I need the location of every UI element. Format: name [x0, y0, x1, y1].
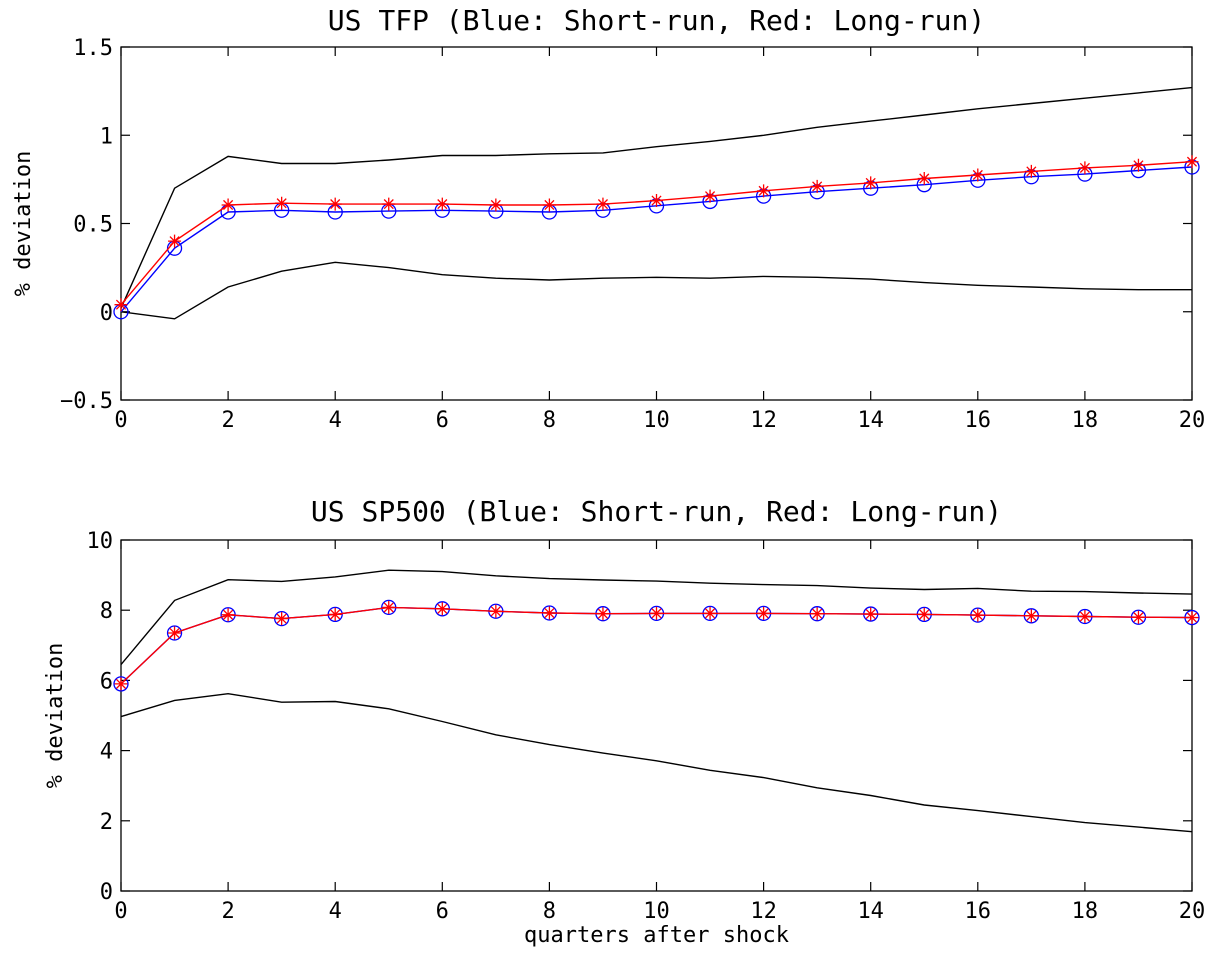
- sp500-panel: 0 2 4 6 8 10 12 14 16 18 20 0 2 4 6 8 10 US SP500 (Blue: …: [43, 495, 1205, 948]
- long-run-point: [971, 168, 985, 182]
- short-run-line: [120, 166, 1193, 313]
- x-tick-label: 16: [965, 408, 992, 433]
- long-run-point: [703, 606, 717, 620]
- x-tick-label: 20: [1179, 408, 1206, 433]
- long-run-point: [757, 606, 771, 620]
- lower-band-line: [120, 692, 1193, 833]
- x-tick-label: 6: [436, 899, 449, 924]
- long-run-point: [596, 607, 610, 621]
- long-run-point: [971, 608, 985, 622]
- y-tick-label: 8: [100, 599, 113, 624]
- long-run-point: [168, 626, 182, 640]
- x-tick-label: 0: [114, 899, 127, 924]
- long-run-point: [1024, 609, 1038, 623]
- x-tick-label: 0: [114, 408, 127, 433]
- y-axis-label: % deviation: [11, 151, 36, 297]
- y-axis-label: % deviation: [43, 643, 68, 789]
- long-run-point: [810, 179, 824, 193]
- x-tick-label: 4: [329, 899, 342, 924]
- y-tick-label: 1: [100, 124, 113, 149]
- x-axis-label: quarters after shock: [524, 923, 789, 948]
- x-tick-label: 2: [221, 899, 234, 924]
- y-tick-label: −0.5: [60, 389, 113, 414]
- x-tick-label: 8: [543, 408, 556, 433]
- long-run-point: [382, 197, 396, 211]
- long-run-point: [435, 602, 449, 616]
- long-run-point: [1131, 158, 1145, 172]
- plot-frame: [120, 539, 1193, 892]
- long-run-point: [757, 184, 771, 198]
- x-tick-label: 16: [965, 899, 992, 924]
- y-tick-label: 4: [100, 740, 113, 765]
- x-tick-label: 4: [329, 408, 342, 433]
- long-run-point: [382, 600, 396, 614]
- y-tick-label: 1.5: [73, 36, 113, 61]
- x-tick-label: 14: [857, 408, 884, 433]
- chart-title: US SP500 (Blue: Short-run, Red: Long-run…: [311, 495, 1002, 528]
- long-run-point: [275, 196, 289, 210]
- long-run-point: [864, 607, 878, 621]
- plot-frame: [120, 46, 1193, 401]
- long-run-point: [1078, 161, 1092, 175]
- long-run-point: [168, 234, 182, 248]
- tfp-panel: 0 2 4 6 8 10 12 14 16 18 20−0.500.511.5US TFP (Blu…: [11, 4, 1205, 433]
- x-tick-label: 20: [1179, 899, 1206, 924]
- long-run-point: [917, 171, 931, 185]
- long-run-point: [221, 198, 235, 212]
- x-tick-label: 14: [857, 899, 884, 924]
- long-run-point: [810, 607, 824, 621]
- long-run-point: [542, 198, 556, 212]
- short-run-point: [113, 676, 129, 692]
- long-run-point: [1185, 611, 1199, 625]
- x-tick-label: 18: [1072, 408, 1099, 433]
- long-run-point: [650, 606, 663, 620]
- long-run-point: [114, 298, 128, 312]
- long-run-point: [1185, 155, 1199, 169]
- x-tick-label: 2: [221, 408, 234, 433]
- long-run-point: [435, 197, 449, 211]
- y-tick-label: 2: [100, 810, 113, 835]
- long-run-point: [1024, 164, 1038, 178]
- long-run-point: [650, 194, 663, 208]
- y-tick-label: 0.5: [73, 213, 113, 238]
- long-run-point: [596, 197, 610, 211]
- x-tick-label: 18: [1072, 899, 1099, 924]
- long-run-point: [489, 604, 503, 618]
- x-tick-label: 10: [643, 408, 670, 433]
- y-tick-label: 10: [87, 529, 114, 554]
- x-tick-label: 12: [750, 408, 777, 433]
- x-tick-label: 6: [436, 408, 449, 433]
- lower-band-line: [120, 261, 1192, 320]
- long-run-point: [1131, 610, 1145, 624]
- x-tick-label: 12: [750, 899, 777, 924]
- long-run-point: [328, 607, 342, 621]
- long-run-point: [114, 677, 128, 691]
- y-tick-label: 0: [100, 301, 113, 326]
- upper-band-line: [120, 86, 1193, 309]
- long-run-point: [221, 608, 235, 622]
- long-run-point: [489, 198, 503, 212]
- long-run-point: [542, 606, 556, 620]
- long-run-point: [864, 176, 878, 190]
- chart-title: US TFP (Blue: Short-run, Red: Long-run): [328, 4, 985, 37]
- long-run-point: [703, 189, 717, 203]
- x-tick-label: 10: [643, 899, 670, 924]
- y-tick-label: 6: [100, 669, 113, 694]
- long-run-point: [328, 197, 342, 211]
- long-run-point: [275, 612, 289, 626]
- upper-band-line: [120, 569, 1193, 666]
- long-run-point: [917, 607, 931, 621]
- short-run-point: [166, 625, 183, 641]
- long-run-point: [1078, 610, 1092, 624]
- y-tick-label: 0: [100, 880, 113, 905]
- x-tick-label: 8: [543, 899, 556, 924]
